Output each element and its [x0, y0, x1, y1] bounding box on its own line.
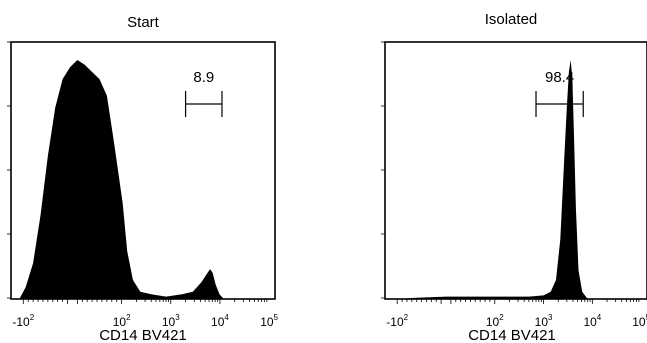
start-panel-title: Start	[127, 14, 160, 31]
isolated-x-axis-label: CD14 BV421	[468, 327, 556, 343]
x-tick-label: 102	[113, 313, 131, 329]
x-tick-label: -102	[12, 313, 34, 329]
isolated-gate-bar	[535, 91, 584, 117]
x-tick-label: 103	[162, 313, 180, 329]
isolated-histogram-panel: Isolated 98.4 -102 102 103 104 105 CD14 BV42…	[381, 11, 647, 343]
isolated-plot-frame	[384, 41, 647, 300]
x-tick-label: 103	[535, 313, 553, 329]
isolated-y-axis-ticks	[381, 41, 385, 299]
isolated-gate-percentage: 98.4	[545, 69, 574, 86]
start-histogram-panel: Start 8.9 -102 102 103 104 105 CD14 BV421	[7, 14, 279, 343]
start-y-axis-ticks	[7, 41, 11, 299]
start-histogram-area	[19, 60, 224, 299]
start-x-axis-label: CD14 BV421	[99, 327, 187, 343]
isolated-histogram-area	[397, 60, 588, 299]
start-gate-percentage: 8.9	[193, 69, 214, 86]
x-tick-label: 104	[211, 313, 229, 329]
start-x-axis-ticks: -102 102 103 104 105	[12, 299, 279, 329]
start-gate-bar	[184, 91, 223, 117]
x-tick-label: -102	[386, 313, 408, 329]
x-tick-label: 105	[632, 313, 647, 329]
isolated-panel-title: Isolated	[485, 11, 538, 28]
x-tick-label: 102	[486, 313, 504, 329]
x-tick-label: 105	[260, 313, 278, 329]
isolated-x-axis-ticks: -102 102 103 104 105	[386, 299, 647, 329]
x-tick-label: 104	[583, 313, 601, 329]
